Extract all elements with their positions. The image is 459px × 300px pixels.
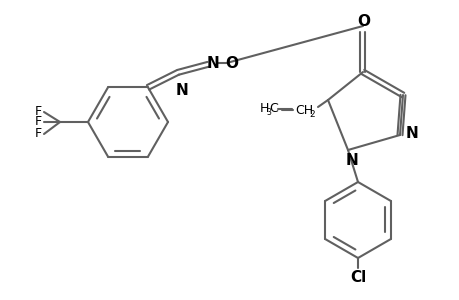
Text: 3: 3 [266,107,271,116]
Text: O: O [225,56,238,71]
Text: N: N [405,125,418,140]
Text: N: N [206,56,219,71]
Text: F: F [34,115,41,128]
Text: CH: CH [294,103,313,116]
Text: N: N [345,152,358,167]
Text: H: H [259,101,268,115]
Text: F: F [34,127,41,140]
Text: 2: 2 [308,110,314,118]
Text: N: N [175,83,188,98]
Text: C: C [269,101,278,115]
Text: Cl: Cl [349,271,365,286]
Text: O: O [357,14,369,28]
Text: F: F [34,104,41,118]
